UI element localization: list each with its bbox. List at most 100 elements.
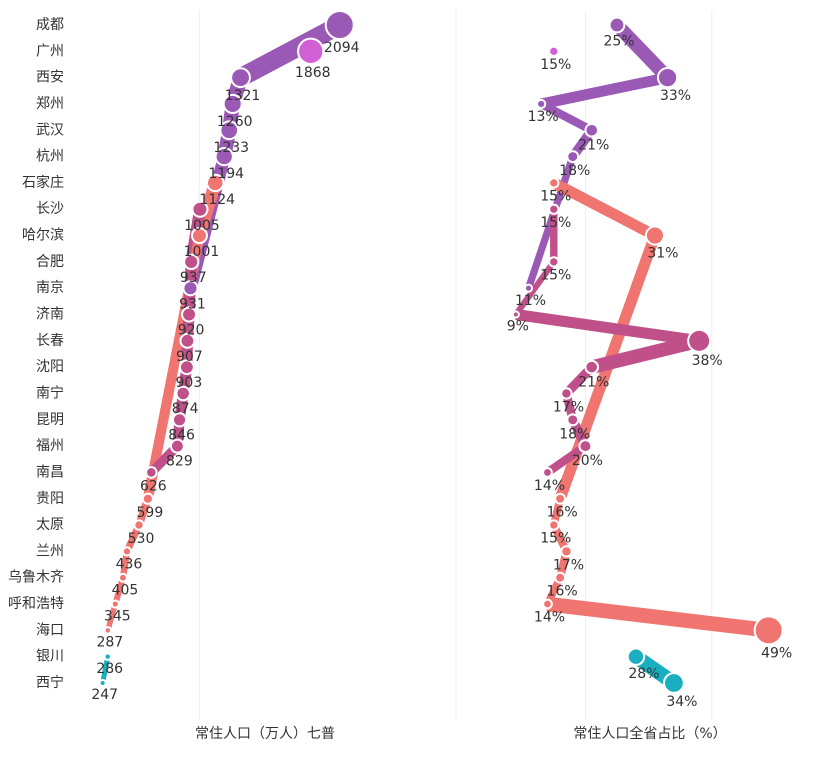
dot — [554, 492, 567, 505]
dot — [181, 306, 198, 323]
data-label: 247 — [91, 687, 118, 703]
y-tick-label: 南宁 — [36, 384, 64, 401]
y-tick-label: 杭州 — [36, 149, 64, 165]
y-tick-label: 海口 — [36, 622, 64, 638]
data-label: 846 — [168, 427, 195, 443]
y-tick-label: 成都 — [36, 17, 64, 33]
dot — [578, 439, 593, 454]
dot — [118, 572, 128, 583]
dot — [230, 67, 251, 89]
dot — [297, 37, 325, 65]
data-label: 1194 — [208, 166, 244, 182]
data-label: 13% — [528, 109, 559, 125]
dot — [141, 492, 154, 505]
dot — [608, 16, 626, 34]
data-label: 21% — [578, 374, 609, 390]
dot — [190, 227, 208, 245]
data-label: 11% — [515, 293, 546, 309]
y-tick-label: 呼和浩特 — [8, 596, 64, 612]
dot — [191, 200, 209, 218]
connector — [236, 16, 345, 86]
dot — [560, 545, 573, 558]
connector — [612, 20, 673, 83]
dot — [560, 387, 573, 400]
y-tick-label: 昆明 — [36, 412, 64, 428]
data-label: 1321 — [225, 88, 261, 104]
data-label: 16% — [547, 505, 578, 521]
data-label: 34% — [666, 694, 697, 710]
data-label: 920 — [178, 323, 205, 339]
y-tick-label: 乌鲁木齐 — [8, 570, 64, 586]
data-label: 436 — [116, 557, 143, 573]
data-label: 28% — [628, 666, 659, 682]
data-label: 1868 — [295, 65, 331, 81]
x-axis-label: 常住人口（万人）七普 — [195, 726, 335, 742]
dot — [172, 412, 188, 428]
dot — [536, 98, 547, 110]
data-label: 31% — [647, 246, 678, 262]
data-label: 16% — [547, 584, 578, 600]
connector — [100, 656, 111, 684]
y-tick-label: 福州 — [36, 438, 64, 454]
data-label: 15% — [540, 531, 571, 547]
dot — [214, 146, 234, 167]
dot — [169, 438, 185, 454]
data-label: 2094 — [324, 40, 360, 56]
dot — [121, 546, 133, 557]
data-label: 14% — [534, 609, 565, 625]
data-label: 345 — [104, 609, 131, 625]
y-tick-label: 哈尔滨 — [22, 228, 64, 244]
data-label: 903 — [176, 375, 203, 391]
dot — [663, 672, 685, 694]
x-axis-label: 常住人口全省占比（%） — [573, 725, 726, 742]
dot — [548, 177, 560, 189]
data-label: 33% — [660, 88, 691, 104]
data-label: 18% — [559, 426, 590, 442]
dot — [179, 332, 196, 349]
data-label: 1124 — [199, 192, 235, 208]
data-label: 17% — [553, 558, 584, 574]
dot — [103, 652, 112, 661]
dot — [511, 310, 520, 319]
dot — [222, 93, 243, 114]
dot — [542, 467, 553, 478]
y-tick-label: 合肥 — [36, 254, 64, 270]
y-tick-label: 长春 — [36, 333, 64, 349]
data-label: 17% — [553, 400, 584, 416]
dot — [687, 328, 712, 353]
connector — [546, 596, 770, 638]
data-label: 15% — [540, 215, 571, 231]
y-tick-label: 济南 — [36, 307, 64, 323]
data-label: 937 — [180, 270, 207, 286]
dot — [753, 615, 784, 646]
dot — [656, 67, 679, 89]
connector — [515, 308, 700, 347]
data-label: 14% — [534, 478, 565, 494]
dot — [219, 120, 240, 141]
dot — [548, 45, 560, 57]
data-label: 25% — [603, 33, 634, 49]
dot — [98, 679, 107, 687]
data-label: 15% — [540, 268, 571, 284]
y-tick-label: 武汉 — [36, 122, 64, 138]
dot — [626, 647, 646, 666]
dot — [206, 173, 225, 193]
data-label: 599 — [137, 505, 164, 521]
y-tick-label: 西安 — [36, 70, 64, 86]
dot — [324, 10, 355, 40]
data-label: 9% — [507, 319, 529, 335]
connector — [545, 442, 588, 476]
dot — [566, 150, 580, 164]
data-label: 530 — [128, 531, 155, 547]
connector — [540, 72, 669, 110]
dot — [110, 599, 120, 609]
dot — [103, 626, 113, 635]
dot — [548, 256, 560, 268]
y-tick-label: 兰州 — [36, 543, 64, 559]
dot — [182, 280, 199, 297]
data-label: 907 — [176, 349, 203, 365]
connector — [551, 178, 658, 241]
data-label: 49% — [761, 645, 792, 661]
dot — [548, 519, 560, 531]
